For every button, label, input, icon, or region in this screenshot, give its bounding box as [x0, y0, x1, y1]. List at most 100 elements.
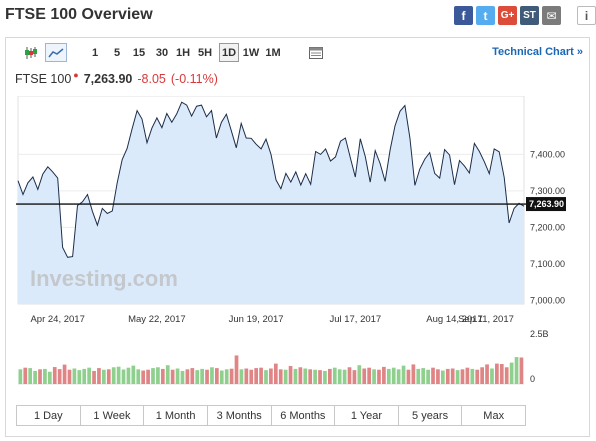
range-5-years[interactable]: 5 years — [398, 406, 463, 425]
volume-bar — [229, 368, 234, 384]
range-6-months[interactable]: 6 Months — [271, 406, 336, 425]
volume-bar — [323, 370, 327, 384]
facebook-icon[interactable]: f — [454, 6, 473, 25]
volume-bar — [146, 369, 150, 384]
timeframe-1m[interactable]: 1M — [265, 46, 281, 59]
timeframe-1d[interactable]: 1D — [219, 43, 239, 62]
volume-bar — [480, 367, 484, 384]
price-change: -8.05 — [137, 72, 166, 86]
range-3-months[interactable]: 3 Months — [207, 406, 272, 425]
volume-bar — [406, 369, 411, 384]
price-chart[interactable]: Investing.com 7,400.00 7,300.00 7,200.00 7,1… — [16, 96, 581, 406]
volume-bar — [190, 368, 195, 384]
volume-bar — [273, 363, 278, 384]
y-tick-label: 7,100.00 — [530, 259, 565, 269]
volume-bar — [293, 368, 298, 384]
volume-bar — [131, 365, 136, 384]
volume-bar — [337, 369, 342, 384]
x-tick-label: Sep 11, 2017 — [458, 314, 514, 325]
volume-bar — [426, 369, 430, 384]
volume-bar — [298, 367, 303, 384]
timeframe-1w[interactable]: 1W — [242, 46, 260, 59]
range-max[interactable]: Max — [462, 406, 525, 425]
volume-bar — [514, 357, 519, 384]
range-1-year[interactable]: 1 Year — [335, 406, 399, 425]
volume-bar — [121, 369, 126, 384]
volume-axis-max-label: 2.5B — [530, 329, 549, 339]
volume-bar — [382, 366, 386, 384]
volume-bar — [195, 370, 200, 384]
header: FTSE 100 Overview f t G+ ST ✉ i — [0, 0, 596, 34]
volume-bar — [264, 370, 268, 384]
volume-bar — [106, 369, 111, 384]
volume-bar — [215, 368, 219, 384]
volume-bar — [278, 369, 283, 384]
volume-bar — [52, 367, 57, 384]
volume-bar — [254, 368, 259, 384]
timeframe-1[interactable]: 1 — [91, 46, 99, 59]
info-icon[interactable]: i — [577, 6, 596, 25]
technical-chart-link[interactable]: Technical Chart » — [492, 46, 583, 58]
range-1-month[interactable]: 1 Month — [144, 406, 208, 425]
volume-bar — [377, 369, 381, 384]
timeframe-5[interactable]: 5 — [113, 46, 121, 59]
volume-bar — [249, 369, 254, 384]
volume-bar — [460, 369, 465, 384]
volume-bar — [416, 368, 421, 384]
volume-bar — [126, 367, 131, 384]
range-1-day[interactable]: 1 Day — [17, 406, 81, 425]
volume-bar — [234, 355, 239, 384]
volume-bar — [431, 367, 435, 384]
volume-bar — [82, 368, 87, 384]
candlestick-icon[interactable] — [20, 43, 42, 62]
timeframe-15[interactable]: 15 — [132, 46, 146, 59]
volume-bar — [313, 369, 317, 384]
volume-bar — [77, 370, 82, 384]
volume-bar — [200, 368, 204, 384]
volume-bar — [475, 369, 480, 384]
volume-bar — [303, 368, 308, 384]
timeframe-5h[interactable]: 5H — [197, 46, 213, 59]
price-change-percent: (-0.11%) — [170, 72, 218, 86]
y-tick-label: 7,000.00 — [530, 295, 565, 305]
volume-bar — [18, 369, 23, 384]
area-chart-icon[interactable] — [45, 43, 67, 62]
volume-bar — [239, 369, 244, 384]
volume-bar — [116, 366, 121, 384]
volume-bar — [72, 368, 77, 384]
timeframe-1h[interactable]: 1H — [175, 46, 191, 59]
volume-bar — [62, 364, 67, 384]
volume-bar — [269, 368, 273, 384]
volume-bar — [175, 368, 180, 384]
x-tick-label: May 22, 2017 — [128, 314, 186, 325]
volume-bar — [372, 369, 376, 384]
volume-bar — [87, 367, 91, 384]
volume-bar — [156, 367, 160, 384]
volume-bar — [47, 371, 52, 384]
instrument-name: FTSE 100 — [15, 72, 72, 86]
volume-bar — [347, 367, 352, 384]
table-icon[interactable] — [305, 43, 327, 62]
timeframe-30[interactable]: 30 — [155, 46, 169, 59]
x-tick-label: Aug 14, 2017 — [426, 314, 483, 325]
volume-bar — [332, 367, 337, 384]
volume-bar — [97, 368, 101, 384]
twitter-icon[interactable]: t — [476, 6, 495, 25]
x-tick-label: Jul 17, 2017 — [329, 314, 381, 325]
volume-bar — [327, 368, 332, 384]
volume-bar — [224, 369, 229, 384]
volume-bar — [160, 368, 165, 384]
volume-bar — [391, 367, 396, 384]
price-line — [17, 101, 525, 258]
stocktwits-icon[interactable]: ST — [520, 6, 539, 25]
share-buttons: f t G+ ST ✉ i — [454, 6, 596, 25]
quote-line: FTSE 100 ● 7,263.90 -8.05 (-0.11%) — [15, 70, 218, 86]
google-plus-icon[interactable]: G+ — [498, 6, 517, 25]
volume-bar — [357, 365, 362, 384]
volume-bar — [352, 370, 357, 384]
range-1-week[interactable]: 1 Week — [80, 406, 145, 425]
email-icon[interactable]: ✉ — [542, 6, 561, 25]
volume-bar — [33, 370, 37, 384]
volume-bar — [111, 367, 116, 384]
volume-bar — [92, 370, 96, 384]
